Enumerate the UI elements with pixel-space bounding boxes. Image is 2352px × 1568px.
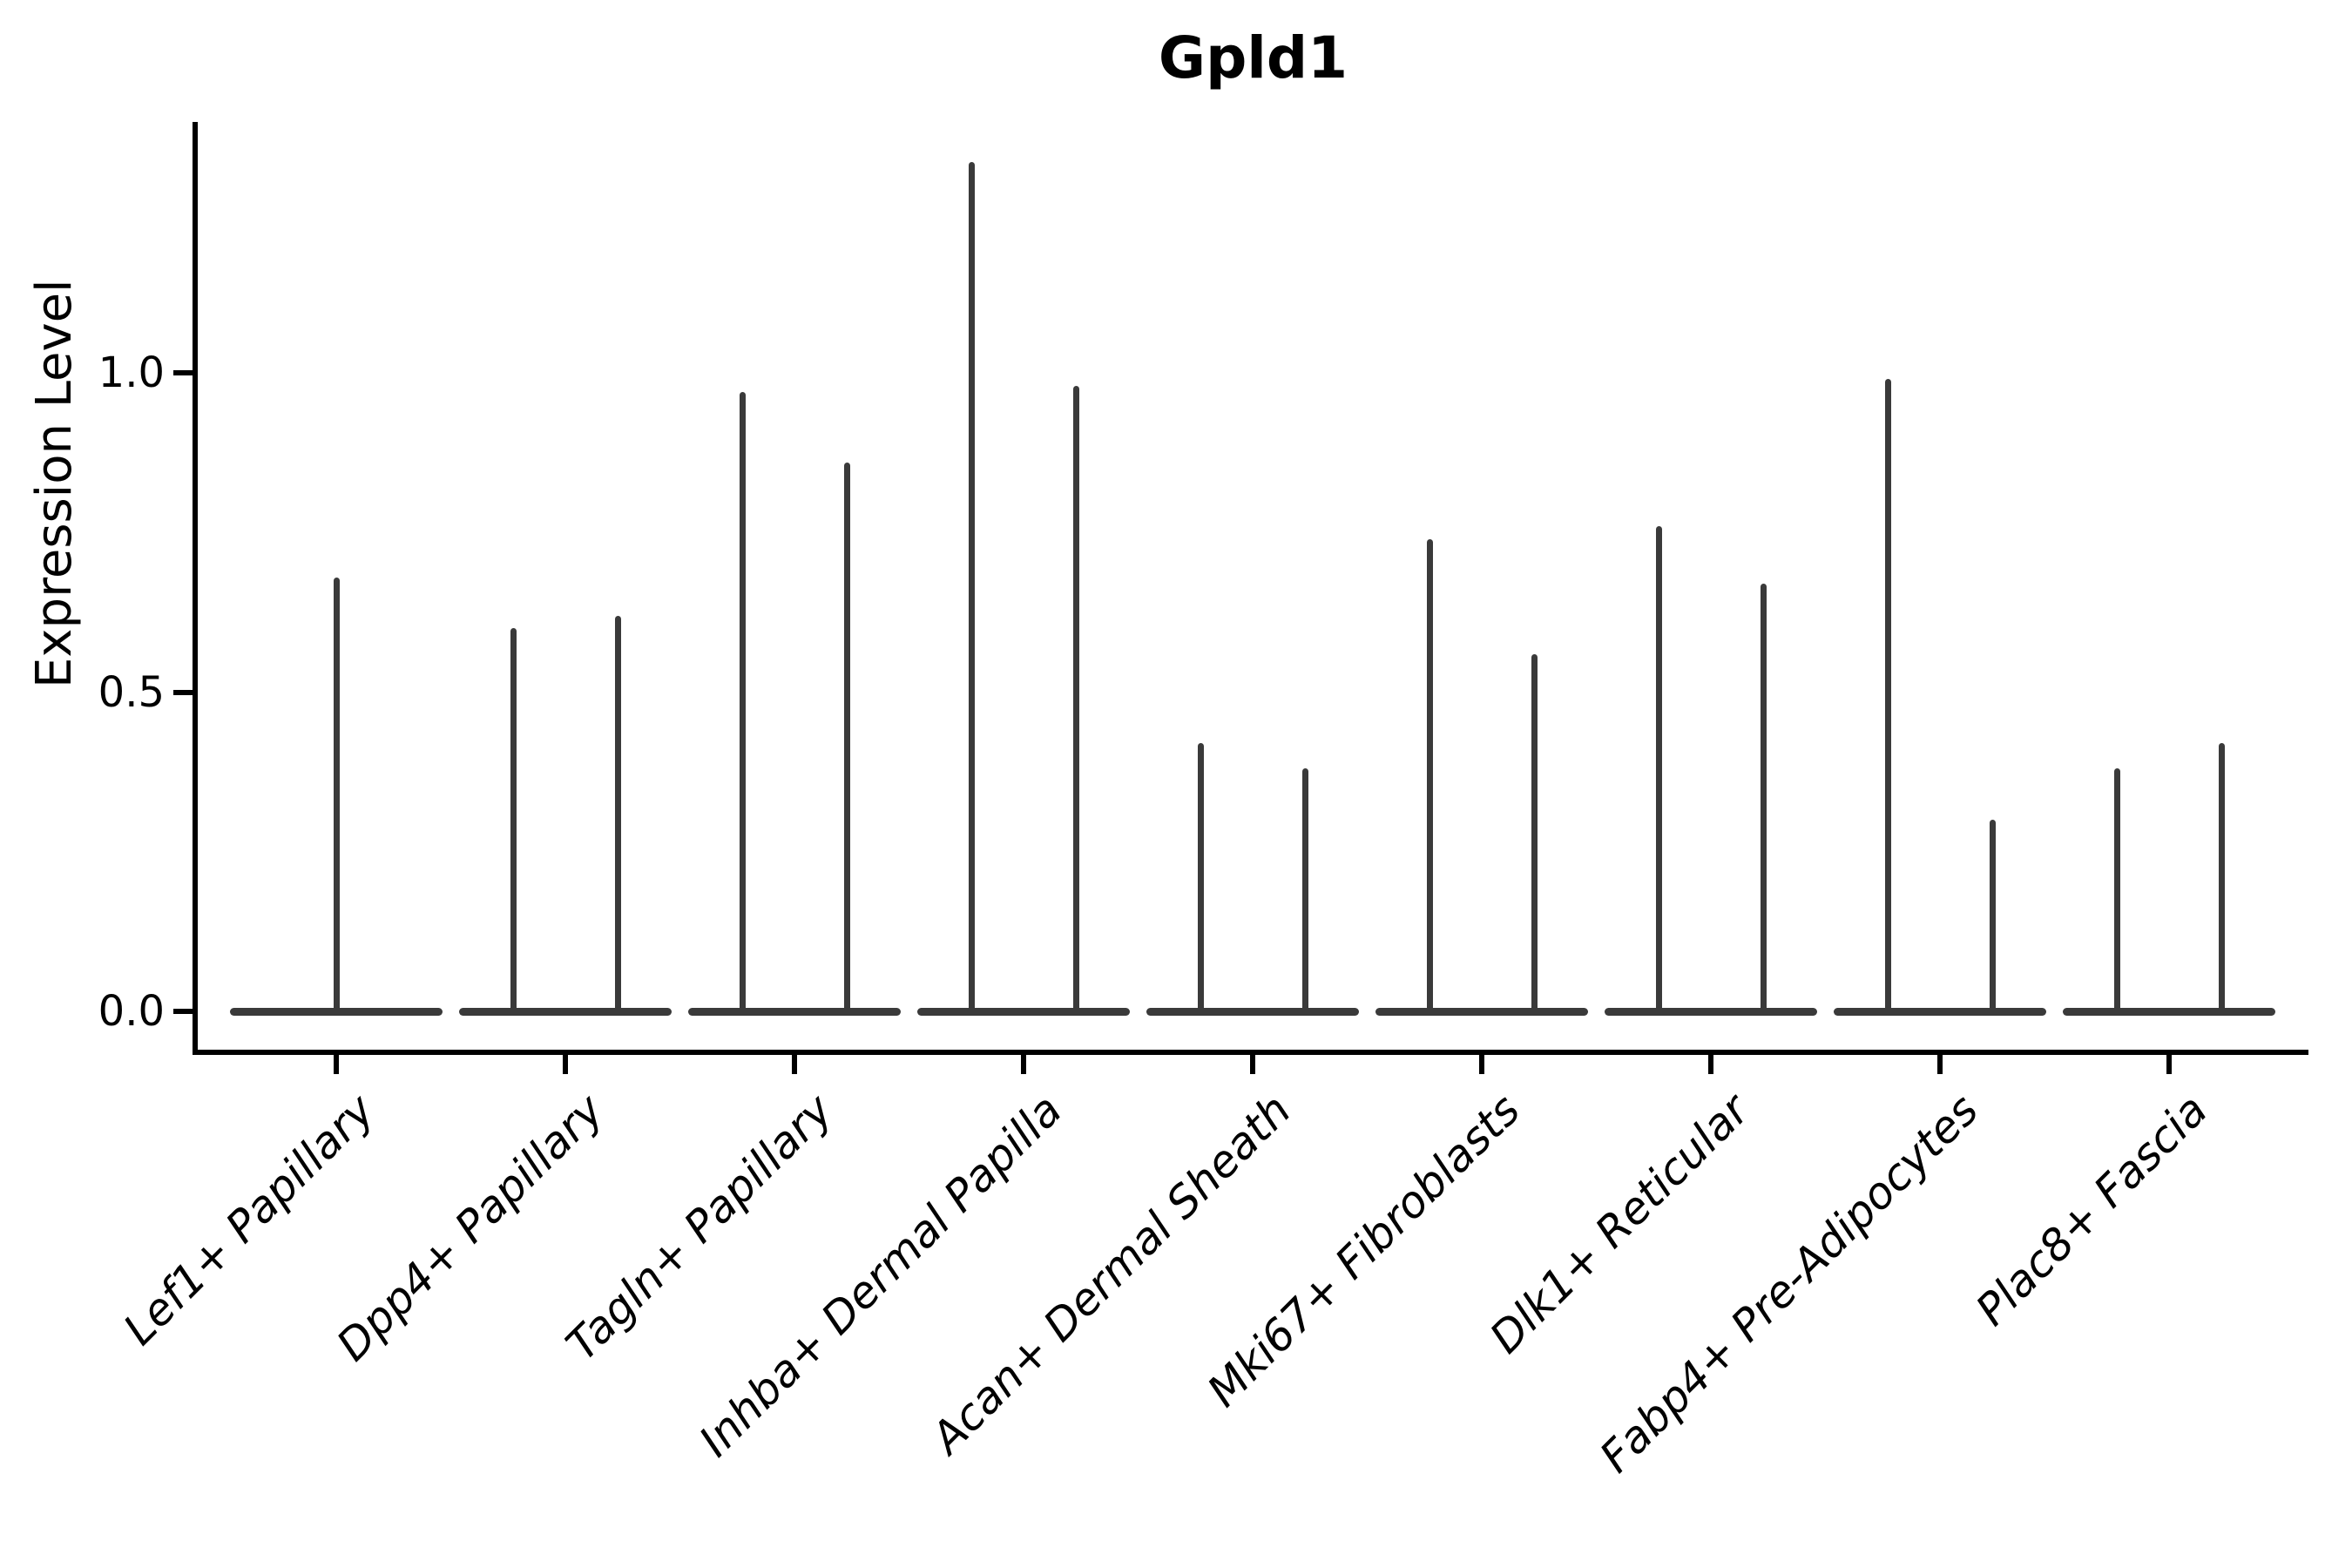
violin-spike: [615, 615, 621, 1011]
violin-base: [1146, 1008, 1359, 1016]
x-tick-mark: [2166, 1055, 2172, 1074]
violin-spike: [844, 462, 850, 1011]
x-tick-mark: [563, 1055, 568, 1074]
violin-spike: [1302, 768, 1308, 1011]
violin-spike: [1885, 379, 1891, 1011]
violin-spike: [740, 391, 746, 1011]
violin-base: [459, 1008, 672, 1016]
x-tick-mark: [1479, 1055, 1484, 1074]
violin-spike: [1761, 583, 1767, 1011]
violin-base: [1605, 1008, 1817, 1016]
y-tick-mark: [173, 689, 193, 695]
violin-spike: [334, 577, 340, 1011]
violin-spike: [510, 628, 517, 1011]
violin-spike: [1073, 385, 1079, 1011]
x-tick-mark: [792, 1055, 797, 1074]
x-tick-label: Fabp4+ Pre-Adipocytes: [1590, 1085, 1989, 1483]
x-axis-spine: [193, 1050, 2308, 1055]
violin-spike: [1531, 653, 1538, 1011]
violin-base: [230, 1008, 443, 1016]
x-tick-mark: [334, 1055, 339, 1074]
violin-base: [917, 1008, 1130, 1016]
x-tick-label: Plac8+ Fascia: [1966, 1085, 2218, 1335]
x-tick-mark: [1021, 1055, 1026, 1074]
violin-base: [2063, 1008, 2275, 1016]
y-tick-label: 1.0: [98, 348, 165, 397]
y-axis-spine: [193, 122, 198, 1055]
y-tick-mark: [173, 1009, 193, 1014]
y-tick-mark: [173, 370, 193, 375]
x-tick-mark: [1937, 1055, 1943, 1074]
violin-spike: [1990, 820, 1996, 1011]
x-tick-mark: [1250, 1055, 1255, 1074]
violin-spike: [1427, 538, 1433, 1011]
x-tick-label: Lef1+ Papillary: [113, 1085, 385, 1355]
violin-base: [688, 1008, 901, 1016]
y-tick-label: 0.0: [98, 987, 165, 1036]
violin-spike: [1656, 525, 1662, 1011]
violin-spike: [1198, 743, 1204, 1011]
y-tick-label: 0.5: [98, 667, 165, 717]
violin-spike: [2219, 743, 2225, 1011]
x-tick-label: Inhba+ Dermal Papilla: [689, 1085, 1072, 1467]
chart-title: Gpld1: [1158, 24, 1348, 91]
violin-base: [1375, 1008, 1588, 1016]
violin-spike: [2114, 768, 2120, 1011]
violin-base: [1834, 1008, 2046, 1016]
x-tick-mark: [1708, 1055, 1713, 1074]
violin-spike: [969, 162, 975, 1011]
